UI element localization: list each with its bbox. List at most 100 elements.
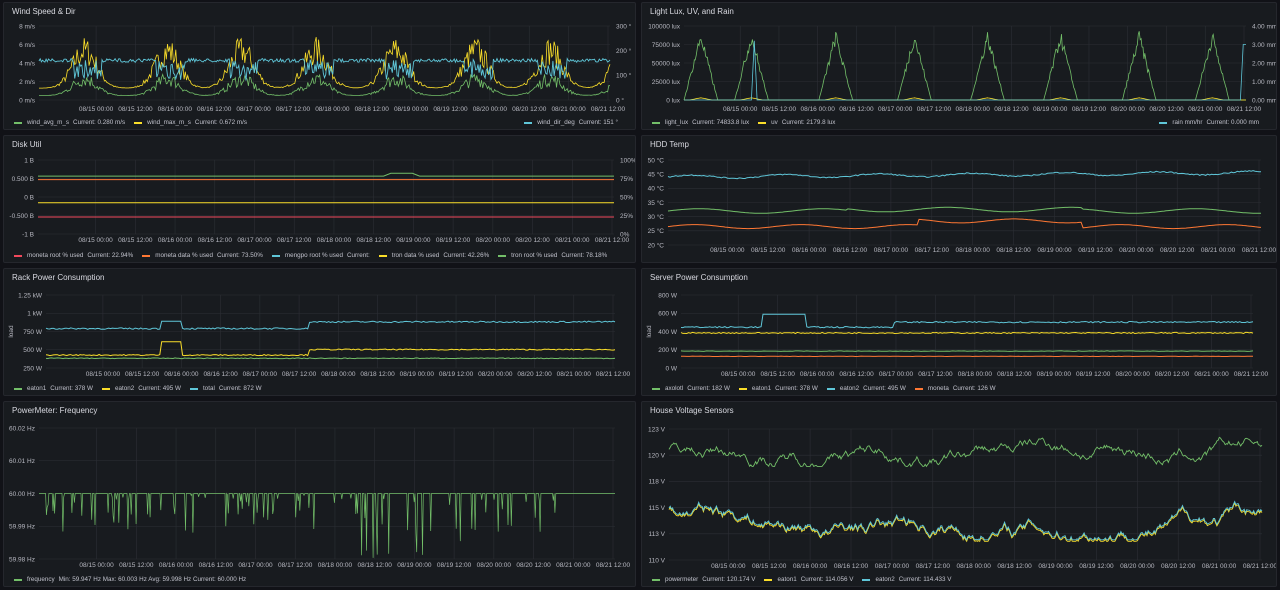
x-tick-label: 08/21 00:00 xyxy=(1202,563,1237,570)
x-tick-label: 08/21 00:00 xyxy=(1201,247,1236,254)
legend-item[interactable]: eaton1 Current: 378 W xyxy=(738,385,818,392)
legend-current: Current: 126 W xyxy=(952,385,996,392)
x-tick-label: 08/20 12:00 xyxy=(512,106,547,113)
legend-label: tron data % used xyxy=(391,252,440,259)
panel-light-lux-uv-rain[interactable]: Light Lux, UV, and Rain 100000 lux 75000 … xyxy=(641,2,1277,130)
x-tick-label: 08/19 00:00 xyxy=(1033,106,1068,113)
panel-server-power[interactable]: Server Power Consumption 800 W 600 W 400 W… xyxy=(641,268,1277,396)
legend-label: mengpo root % used xyxy=(284,252,343,259)
x-tick-label: 08/17 12:00 xyxy=(917,106,952,113)
x-tick-label: 08/16 12:00 xyxy=(833,247,868,254)
x-tick-label: 08/21 12:00 xyxy=(596,562,631,569)
legend-item[interactable]: tron data % used Current: 42.26% xyxy=(378,252,489,259)
legend-label: wind_dir_deg xyxy=(537,119,575,126)
y-tick-label: 750 W xyxy=(23,329,43,336)
x-tick-label: 08/17 00:00 xyxy=(874,247,909,254)
x-tick-label: 08/18 00:00 xyxy=(321,371,356,378)
x-tick-label: 08/20 12:00 xyxy=(1160,247,1195,254)
x-tick-label: 08/16 12:00 xyxy=(834,563,869,570)
x-tick-label: 08/19 12:00 xyxy=(436,237,471,244)
x-tick-label: 08/18 12:00 xyxy=(356,237,391,244)
x-tick-label: 08/19 00:00 xyxy=(394,106,429,113)
panel-title[interactable]: Disk Util xyxy=(12,140,42,149)
legend-right: rain mm/hr Current: 0.000 mm xyxy=(1159,119,1268,126)
legend-item[interactable]: total Current: 872 W xyxy=(189,385,262,392)
legend-swatch xyxy=(1159,121,1168,124)
y-tick-label: 0 lux xyxy=(666,97,680,104)
y-tick-label: 60.01 Hz xyxy=(9,458,35,465)
legend-swatch xyxy=(14,578,22,581)
y-tick-label: 1 kW xyxy=(27,311,43,318)
x-tick-label: 08/15 12:00 xyxy=(760,371,795,378)
series-line xyxy=(39,492,615,558)
x-tick-label: 08/18 12:00 xyxy=(360,371,395,378)
x-tick-label: 08/19 00:00 xyxy=(396,237,431,244)
legend-item[interactable]: rain mm/hr Current: 0.000 mm xyxy=(1159,119,1259,126)
legend-item[interactable]: eaton2 Current: 495 W xyxy=(826,385,906,392)
wind-chart: 8 m/s 6 m/s 4 m/s 2 m/s 0 m/s 300 ° 200 ° 100 °… xyxy=(19,22,632,113)
y-tick-label: 600 W xyxy=(658,311,678,318)
x-tick-label: 08/16 00:00 xyxy=(801,106,836,113)
panel-title[interactable]: Wind Speed & Dir xyxy=(12,7,76,16)
panel-title[interactable]: HDD Temp xyxy=(650,140,689,149)
panel-title[interactable]: Server Power Consumption xyxy=(650,273,748,282)
legend-item[interactable]: light_lux Current: 74833.8 lux xyxy=(652,119,749,126)
y2-tick-label: 75% xyxy=(620,176,633,183)
legend-item[interactable]: mengpo root % used Current: xyxy=(271,252,370,259)
x-tick-label: 08/15 00:00 xyxy=(79,106,114,113)
y-tick-label: 20 °C xyxy=(648,241,665,249)
x-tick-label: 08/18 00:00 xyxy=(956,106,991,113)
x-tick-label: 08/19 12:00 xyxy=(1072,106,1107,113)
legend: moneta root % used Current: 22.94% moneta … xyxy=(14,252,616,259)
panel-rack-power[interactable]: Rack Power Consumption 1.25 kW 1 kW 750 W 5… xyxy=(3,268,636,396)
x-tick-label: 08/17 12:00 xyxy=(282,371,317,378)
legend-item[interactable]: powermeter Current: 120.174 V xyxy=(652,576,755,583)
legend-current: Current: 78.18% xyxy=(561,252,608,259)
x-tick-label: 08/17 00:00 xyxy=(236,106,271,113)
x-tick-label: 08/15 00:00 xyxy=(721,371,756,378)
legend-item[interactable]: axolotl Current: 182 W xyxy=(652,385,730,392)
legend-item[interactable]: eaton1 Current: 378 W xyxy=(14,385,93,392)
x-tick-label: 08/18 00:00 xyxy=(956,247,991,254)
legend-item[interactable]: eaton2 Current: 495 W xyxy=(101,385,181,392)
x-tick-label: 08/16 00:00 xyxy=(800,371,835,378)
x-tick-label: 08/21 12:00 xyxy=(1234,371,1269,378)
x-tick-label: 08/19 12:00 xyxy=(439,371,474,378)
y-tick-label: 75000 lux xyxy=(652,42,681,49)
legend-current: Current: 2179.8 lux xyxy=(781,119,836,126)
legend-item[interactable]: tron root % used Current: 78.18% xyxy=(498,252,607,259)
x-tick-label: 08/20 12:00 xyxy=(515,237,550,244)
panel-house-voltage[interactable]: House Voltage Sensors 123 V 120 V 118 V 115… xyxy=(641,401,1277,587)
panel-hdd-temp[interactable]: HDD Temp 50 °C 45 °C 40 °C 35 °C 30 °C 25 °C 2… xyxy=(641,135,1277,263)
y-tick-label: 110 V xyxy=(648,557,665,564)
x-tick-label: 08/17 12:00 xyxy=(277,237,312,244)
legend-item[interactable]: eaton2 Current: 114.433 V xyxy=(862,576,952,583)
panel-title[interactable]: Light Lux, UV, and Rain xyxy=(650,7,734,16)
panel-frequency[interactable]: PowerMeter: Frequency 60.02 Hz 60.01 Hz 60… xyxy=(3,401,636,587)
x-tick-label: 08/20 00:00 xyxy=(1111,106,1146,113)
legend-item[interactable]: moneta Current: 126 W xyxy=(914,385,996,392)
legend-item[interactable]: wind_max_m_s Current: 0.672 m/s xyxy=(134,119,247,126)
x-tick-label: 08/15 12:00 xyxy=(118,106,153,113)
x-tick-label: 08/16 00:00 xyxy=(793,563,828,570)
legend-swatch xyxy=(738,387,747,390)
series-line xyxy=(667,206,1262,214)
panel-disk-util[interactable]: Disk Util 1 B 0.500 B 0 B -0.500 B -1 B 100% 7… xyxy=(3,135,636,263)
legend-item[interactable]: wind_dir_deg Current: 151 ° xyxy=(524,119,618,126)
panel-title[interactable]: PowerMeter: Frequency xyxy=(12,406,98,415)
legend-item[interactable]: uv Current: 2179.8 lux xyxy=(758,119,835,126)
y2-tick-label: 0% xyxy=(620,231,630,238)
legend-item[interactable]: frequency Min: 59.947 Hz Max: 60.003 Hz A… xyxy=(14,576,246,583)
panel-title[interactable]: Rack Power Consumption xyxy=(12,273,105,282)
x-tick-label: 08/16 00:00 xyxy=(159,562,194,569)
legend-swatch xyxy=(14,254,22,257)
legend-item[interactable]: wind_avg_m_s Current: 0.280 m/s xyxy=(14,119,125,126)
panel-wind-speed-dir[interactable]: Wind Speed & Dir 8 m/s 6 m/s 4 m/s 2 m/s 0 m… xyxy=(3,2,636,130)
legend-item[interactable]: moneta data % used Current: 73.50% xyxy=(142,252,263,259)
x-tick-label: 08/16 12:00 xyxy=(199,562,234,569)
x-tick-label: 08/16 12:00 xyxy=(839,106,874,113)
panel-title[interactable]: House Voltage Sensors xyxy=(650,406,734,415)
legend-item[interactable]: eaton1 Current: 114.056 V xyxy=(764,576,853,583)
legend-current: Current: 114.433 V xyxy=(898,576,952,583)
legend-item[interactable]: moneta root % used Current: 22.94% xyxy=(14,252,133,259)
